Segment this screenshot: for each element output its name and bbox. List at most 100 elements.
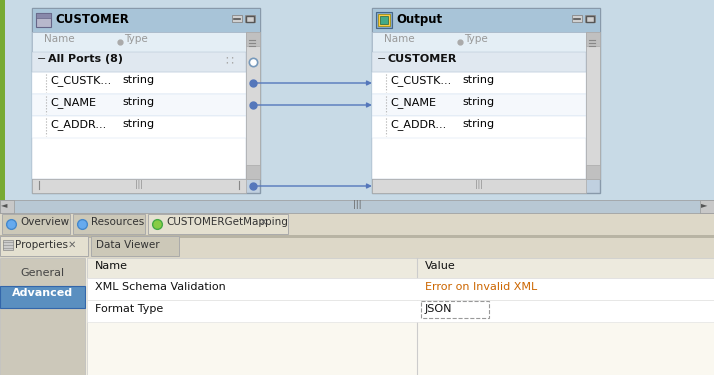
Bar xyxy=(36,13,51,18)
Text: ×: × xyxy=(256,217,268,227)
Text: XML Schema Validation: XML Schema Validation xyxy=(95,282,226,292)
Bar xyxy=(372,52,586,72)
Text: Properties: Properties xyxy=(15,240,68,250)
Bar xyxy=(32,52,246,179)
Bar xyxy=(372,179,586,193)
Bar xyxy=(0,286,85,308)
Text: ∷: ∷ xyxy=(225,54,233,67)
Bar xyxy=(0,238,714,258)
Text: C_ADDR...: C_ADDR... xyxy=(390,119,446,130)
Bar xyxy=(2,214,70,234)
Text: Type: Type xyxy=(464,34,488,44)
Text: |||: ||| xyxy=(135,180,143,189)
Bar xyxy=(246,16,254,22)
Bar xyxy=(32,179,246,193)
Text: Advanced: Advanced xyxy=(11,288,73,298)
Bar xyxy=(232,15,242,22)
Text: string: string xyxy=(462,97,494,107)
Bar xyxy=(421,301,489,318)
Bar xyxy=(245,15,255,22)
Bar xyxy=(0,235,714,238)
Bar xyxy=(32,116,246,138)
Bar xyxy=(0,0,5,205)
Text: C_ADDR...: C_ADDR... xyxy=(50,119,106,130)
Bar xyxy=(32,94,246,116)
Text: Format Type: Format Type xyxy=(95,304,164,314)
Text: string: string xyxy=(122,119,154,129)
Text: Error on Invalid XML: Error on Invalid XML xyxy=(425,282,537,292)
Text: C_NAME: C_NAME xyxy=(50,97,96,108)
Bar xyxy=(73,214,145,234)
Bar xyxy=(32,52,246,72)
Bar xyxy=(586,16,594,22)
Bar xyxy=(36,13,51,27)
Text: Name: Name xyxy=(95,261,128,271)
Bar xyxy=(32,8,260,32)
Bar xyxy=(0,200,714,213)
Bar xyxy=(87,258,714,375)
Bar xyxy=(372,8,600,32)
Bar xyxy=(87,258,714,278)
Bar xyxy=(0,236,88,256)
Text: CUSTOMERGetMapping: CUSTOMERGetMapping xyxy=(166,217,288,227)
Text: Name: Name xyxy=(384,34,415,44)
Bar xyxy=(586,32,600,46)
Bar xyxy=(87,278,714,300)
Text: |||: ||| xyxy=(353,200,361,209)
Text: C_CUSTK...: C_CUSTK... xyxy=(390,75,451,86)
Bar xyxy=(0,258,714,375)
Bar xyxy=(32,32,246,52)
Bar xyxy=(586,165,600,179)
Bar xyxy=(91,236,179,256)
Text: Value: Value xyxy=(425,261,456,271)
Text: string: string xyxy=(122,97,154,107)
Bar xyxy=(0,213,714,235)
Bar xyxy=(372,8,600,193)
Bar xyxy=(586,32,600,179)
Text: General: General xyxy=(20,268,64,278)
Bar xyxy=(246,165,260,179)
Text: ✕: ✕ xyxy=(65,240,76,250)
Text: Type: Type xyxy=(124,34,148,44)
Text: All Ports (8): All Ports (8) xyxy=(48,54,123,64)
Bar xyxy=(585,15,595,22)
Text: ►: ► xyxy=(701,200,708,209)
Bar xyxy=(372,32,586,52)
Text: −: − xyxy=(37,54,46,64)
Text: |||: ||| xyxy=(475,180,483,189)
Bar xyxy=(372,94,586,116)
Text: Data Viewer: Data Viewer xyxy=(96,240,160,250)
Bar xyxy=(700,200,714,213)
Text: −: − xyxy=(377,54,386,64)
Bar xyxy=(372,52,586,179)
Text: CUSTOMER: CUSTOMER xyxy=(388,54,458,64)
Bar xyxy=(0,0,714,205)
Text: C_NAME: C_NAME xyxy=(390,97,436,108)
Bar xyxy=(87,300,714,322)
Text: Output: Output xyxy=(396,13,442,26)
Bar xyxy=(246,32,260,179)
Text: C_CUSTK...: C_CUSTK... xyxy=(50,75,111,86)
Text: Resources: Resources xyxy=(91,217,144,227)
Bar xyxy=(148,214,288,234)
Text: Name: Name xyxy=(44,34,75,44)
Bar xyxy=(572,15,582,22)
Text: Overview: Overview xyxy=(20,217,69,227)
Bar xyxy=(32,8,260,193)
Text: ◄: ◄ xyxy=(1,200,8,209)
Bar xyxy=(0,258,85,375)
Bar xyxy=(378,14,390,26)
Text: string: string xyxy=(462,119,494,129)
Bar xyxy=(372,116,586,138)
Bar xyxy=(246,32,260,46)
Text: JSON: JSON xyxy=(425,304,453,314)
Bar xyxy=(376,12,392,28)
Bar xyxy=(372,72,586,94)
Bar xyxy=(380,16,388,24)
Bar xyxy=(32,72,246,94)
Text: string: string xyxy=(462,75,494,85)
Bar xyxy=(3,240,13,250)
Text: CUSTOMER: CUSTOMER xyxy=(55,13,129,26)
Bar xyxy=(0,200,14,213)
Text: string: string xyxy=(122,75,154,85)
